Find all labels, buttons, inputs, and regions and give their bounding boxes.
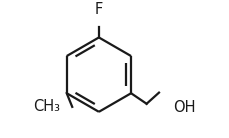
Text: OH: OH bbox=[172, 100, 194, 115]
Text: CH₃: CH₃ bbox=[33, 99, 60, 114]
Text: F: F bbox=[94, 2, 103, 17]
